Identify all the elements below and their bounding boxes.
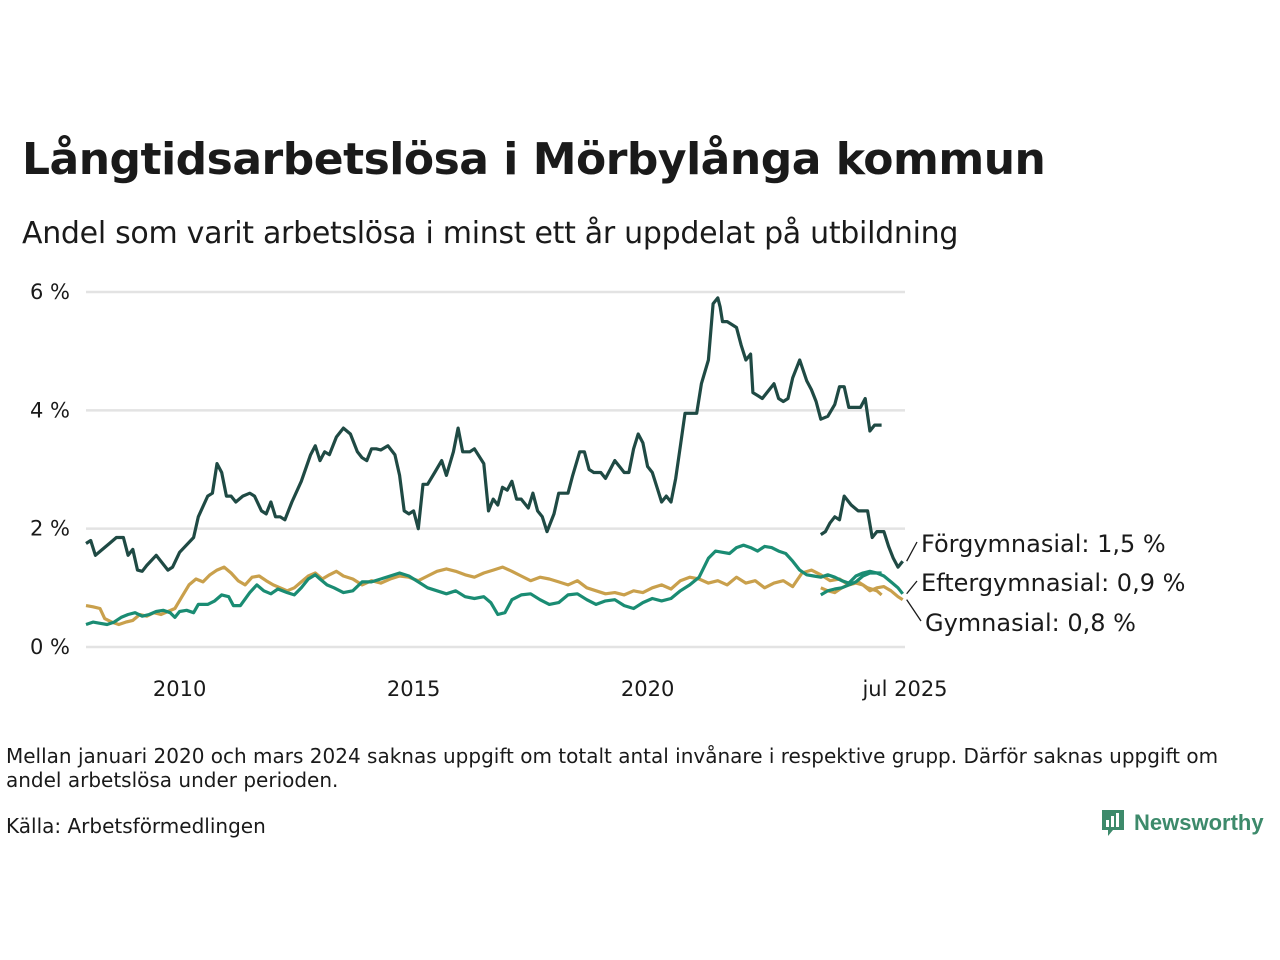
- y-tick-label: 2 %: [30, 517, 70, 541]
- newsworthy-logo: Newsworthy: [1100, 808, 1264, 838]
- series-line-gymnasial-recent: [820, 581, 904, 602]
- end-labels: Förgymnasial: 1,5 % Eftergymnasial: 0,9 %…: [906, 530, 1185, 637]
- series-line-gymnasial: [85, 565, 883, 627]
- label-connector: [906, 580, 918, 595]
- end-label: Förgymnasial: 1,5 %: [921, 530, 1166, 558]
- x-axis: 2010 2015 2020 jul 2025: [153, 677, 948, 701]
- bar-chart-icon: [1102, 810, 1124, 836]
- chart-subtitle: Andel som varit arbetslösa i minst ett å…: [22, 216, 959, 251]
- series-lines: [85, 296, 904, 627]
- gridlines: [86, 290, 905, 649]
- y-tick-label: 0 %: [30, 635, 70, 659]
- y-tick-label: 4 %: [30, 398, 70, 422]
- footnote: Mellan januari 2020 och mars 2024 saknas…: [6, 744, 1219, 792]
- chart-title: Långtidsarbetslösa i Mörbylånga kommun: [22, 134, 1046, 185]
- series-line-förgymnasial-recent: [819, 494, 904, 569]
- x-tick-label: 2010: [153, 677, 206, 701]
- brand-name: Newsworthy: [1134, 810, 1264, 835]
- x-tick-label: 2015: [387, 677, 440, 701]
- end-label: Eftergymnasial: 0,9 %: [921, 569, 1185, 597]
- line-chart: 0 % 2 % 4 % 6 % 2010 2015 2020 jul 2025 Förgym…: [30, 280, 1185, 701]
- label-connector: [906, 541, 918, 562]
- x-tick-label: jul 2025: [861, 677, 947, 701]
- end-label: Gymnasial: 0,8 %: [925, 609, 1136, 637]
- y-axis: 0 % 2 % 4 % 6 %: [30, 280, 70, 659]
- source-text: Källa: Arbetsförmedlingen: [6, 814, 266, 838]
- x-tick-label: 2020: [621, 677, 674, 701]
- series-line-förgymnasial: [85, 296, 882, 573]
- y-tick-label: 6 %: [30, 280, 70, 304]
- label-connector: [906, 599, 922, 622]
- series-line-eftergymnasial: [85, 543, 882, 627]
- series-line-eftergymnasial-recent: [819, 571, 904, 597]
